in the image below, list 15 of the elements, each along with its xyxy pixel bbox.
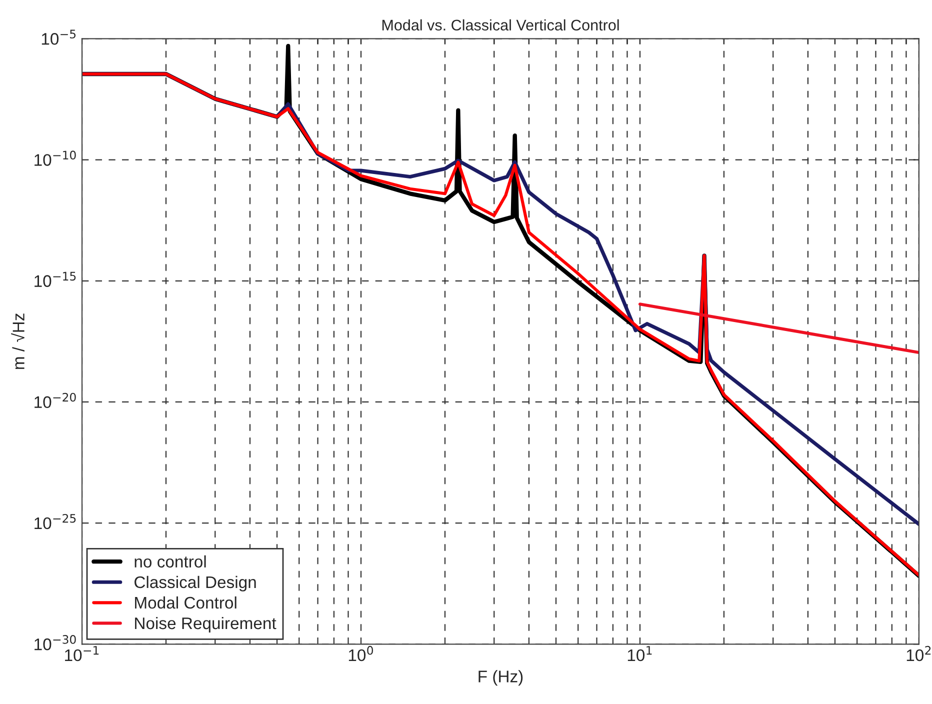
chart-title: Modal vs. Classical Vertical Control — [382, 19, 619, 31]
legend-label: Noise Requirement — [135, 616, 276, 632]
legend-label: no control — [134, 555, 206, 568]
y-tick-label: 10$^{−25}$ — [34, 514, 76, 530]
y-tick-label: 10$^{−10}$ — [34, 150, 76, 166]
y-tick-label: 10$^{−15}$ — [34, 272, 76, 287]
x-tick-label: 10$^{2}$ — [906, 646, 931, 662]
y-tick-label: 10$^{−20}$ — [34, 392, 76, 408]
y-tick-label: 10$^{−5}$ — [42, 30, 76, 45]
y-axis-title: m / √Hz — [11, 314, 24, 369]
x-tick-label: 10$^{0}$ — [348, 646, 374, 662]
x-tick-label: 10$^{1}$ — [628, 646, 652, 662]
legend-label: Classical Design — [134, 576, 256, 592]
x-axis-title: F (Hz) — [478, 670, 523, 686]
legend-label: Modal Control — [135, 596, 236, 609]
